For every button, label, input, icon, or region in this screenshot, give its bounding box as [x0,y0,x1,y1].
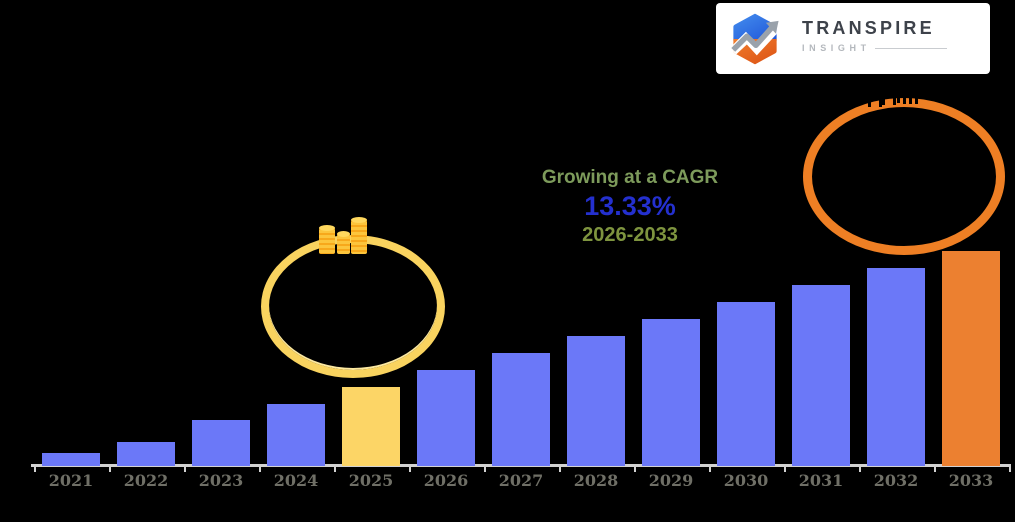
silhouette-bar-4 [915,92,918,104]
x-axis-tick [108,464,111,472]
bar-2032 [867,268,925,466]
x-tick-label-2029: 2029 [648,471,694,490]
x-tick-label-2030: 2030 [723,471,769,490]
bar-2025 [342,387,400,466]
x-axis-tick [933,464,936,472]
silhouette-bar-3 [909,91,912,104]
cagr-label: Growing at a CAGR [541,167,719,188]
logo-hexagon-arrow-icon [731,13,779,65]
x-tick-label-2025: 2025 [348,471,394,490]
cagr-range: 2026-2033 [582,224,678,246]
x-axis-tick [858,464,861,472]
x-tick-label-2022: 2022 [123,471,169,490]
x-tick-label-2031: 2031 [798,471,844,490]
x-axis-tick [633,464,636,472]
cagr-annotation: Growing at a CAGR 13.33% 2026-2033 [470,166,790,247]
bar-2021 [42,453,100,466]
silhouette-arch-2 [882,92,896,105]
yellow-annotation-circle [261,235,445,378]
logo-card: TRANSPIRE INSIGHT [716,3,990,74]
silhouette-arch-1 [868,94,882,107]
coin-stack-left [319,225,335,254]
orange-annotation-circle [803,98,1005,255]
bar-2027 [492,353,550,466]
x-axis-tick [33,464,36,472]
cagr-value: 13.33% [584,191,676,221]
logo-rule [874,47,947,49]
logo-subtitle-text: INSIGHT [802,43,871,53]
x-tick-label-2023: 2023 [198,471,244,490]
x-axis-tick [258,464,261,472]
coin-stack-middle [337,231,350,254]
bar-2028 [567,336,625,466]
x-tick-label-2032: 2032 [873,471,919,490]
bar-2024 [267,404,325,466]
bar-2026 [417,370,475,466]
x-tick-label-2021: 2021 [48,471,94,490]
logo-brand-text: TRANSPIRE [802,18,935,38]
x-axis-tick [558,464,561,472]
bar-2031 [792,285,850,466]
bar-2022 [117,442,175,466]
bar-2030 [717,302,775,466]
coin-stacks-icon [318,217,370,254]
x-tick-label-2028: 2028 [573,471,619,490]
silhouette-bar-1 [897,91,900,103]
bar-2029 [642,319,700,466]
x-axis-tick [333,464,336,472]
coin-stack-right [351,217,367,254]
x-tick-label-2027: 2027 [498,471,544,490]
x-tick-label-2033: 2033 [948,471,994,490]
x-axis-tick [408,464,411,472]
silhouette-bar-2 [903,91,906,104]
x-tick-label-2024: 2024 [273,471,319,490]
x-axis-tick [183,464,186,472]
x-axis-tick [783,464,786,472]
bar-2023 [192,420,250,466]
x-axis-tick [483,464,486,472]
bar-2033 [942,251,1000,466]
mini-bar-chart-icon-silhouette [868,91,926,107]
x-axis-tick [708,464,711,472]
x-tick-label-2026: 2026 [423,471,469,490]
x-axis-tick [1008,464,1011,472]
